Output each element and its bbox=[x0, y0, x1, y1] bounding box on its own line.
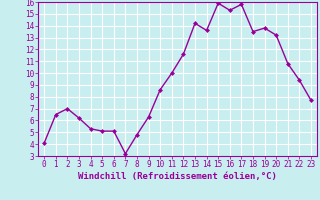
X-axis label: Windchill (Refroidissement éolien,°C): Windchill (Refroidissement éolien,°C) bbox=[78, 172, 277, 181]
